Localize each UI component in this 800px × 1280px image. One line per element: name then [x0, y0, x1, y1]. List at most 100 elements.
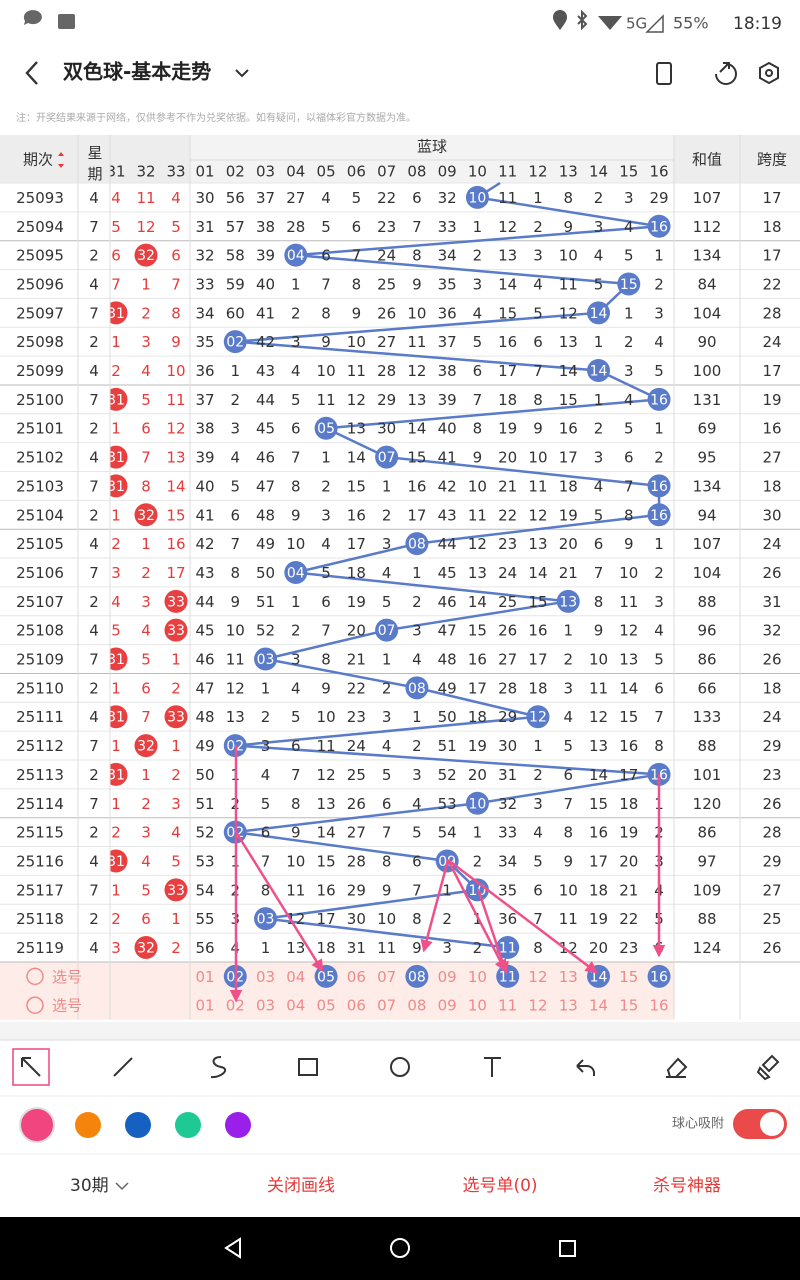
span: 26 [762, 939, 781, 957]
cell: 1 [594, 333, 604, 351]
cell: 3 [321, 506, 331, 524]
color-swatch[interactable] [75, 1112, 101, 1138]
cell: 2 [654, 564, 664, 582]
cell: 01 [195, 968, 214, 986]
cell: 29 [377, 391, 396, 409]
nav-recent[interactable] [559, 1240, 576, 1257]
cell: 12 [166, 420, 185, 438]
cell: 50 [195, 766, 214, 784]
close-lines-button[interactable]: 关闭画线 [267, 1176, 335, 1196]
ball-number: 33 [167, 883, 185, 899]
span: 25 [762, 910, 781, 928]
select-radio[interactable] [26, 996, 44, 1014]
icon-share[interactable] [715, 62, 737, 85]
blue-header: 07 [377, 163, 396, 181]
sum: 131 [693, 391, 722, 409]
cell: 3 [141, 333, 151, 351]
color-swatch[interactable] [19, 1107, 55, 1143]
cell: 46 [195, 651, 214, 669]
cell: 7 [473, 391, 483, 409]
weekday: 7 [89, 218, 99, 236]
trend-line [235, 181, 664, 949]
ball-number: 31 [107, 854, 125, 870]
tool-eraser[interactable] [666, 1057, 688, 1078]
cell: 17 [317, 910, 336, 928]
cell: 12 [528, 997, 547, 1015]
sum: 94 [697, 506, 716, 524]
cell: 5 [291, 708, 301, 726]
color-swatch[interactable] [225, 1112, 251, 1138]
ticket-button[interactable]: 选号单(0) [462, 1176, 537, 1196]
cell: 1 [594, 391, 604, 409]
span: 27 [762, 881, 781, 899]
cell: 2 [111, 910, 121, 928]
tool-clear[interactable] [756, 1054, 780, 1081]
cell: 2 [382, 506, 392, 524]
cell: 2 [291, 304, 301, 322]
cell: 50 [438, 708, 457, 726]
cell: 17 [498, 362, 517, 380]
tool-text[interactable] [484, 1057, 501, 1077]
cell: 43 [256, 362, 275, 380]
sum: 96 [697, 622, 716, 640]
cell: 44 [195, 593, 214, 611]
cell: 11 [317, 391, 336, 409]
blue-ball [647, 387, 671, 411]
cell: 30 [498, 737, 517, 755]
cell: 46 [256, 449, 275, 467]
sum: 84 [697, 275, 716, 293]
tool-line[interactable] [113, 1057, 133, 1077]
cell: 31 [498, 766, 517, 784]
span: 24 [762, 535, 781, 553]
period: 25104 [16, 506, 64, 524]
cell: 1 [382, 477, 392, 495]
cell: 22 [498, 506, 517, 524]
nav-back[interactable] [224, 1237, 241, 1259]
cell: 21 [559, 564, 578, 582]
cell: 9 [382, 881, 392, 899]
select-radio[interactable] [26, 967, 44, 986]
cell: 8 [563, 189, 573, 207]
icon-settings[interactable] [759, 61, 779, 85]
cell: 6 [533, 881, 543, 899]
span: 16 [762, 420, 781, 438]
cell: 8 [412, 910, 422, 928]
cell: 22 [347, 679, 366, 697]
cell: 5 [171, 852, 181, 870]
blue-ball [405, 676, 429, 700]
cell: 11 [619, 593, 638, 611]
cell: 2 [111, 824, 121, 842]
color-swatch[interactable] [125, 1112, 151, 1138]
kill-button[interactable]: 杀号神器 [653, 1176, 721, 1196]
magnet-label: 球心吸附 [672, 1117, 724, 1132]
drawn-arrow [447, 859, 598, 974]
tool-circle[interactable] [390, 1057, 410, 1077]
back-button[interactable] [25, 61, 38, 85]
cell: 13 [498, 247, 517, 265]
tool-curve[interactable] [210, 1056, 227, 1079]
cell: 3 [111, 564, 121, 582]
title-dropdown[interactable] [235, 69, 249, 78]
tool-undo[interactable] [576, 1059, 595, 1076]
nav-home[interactable] [390, 1238, 410, 1258]
col-sum: 和值 [692, 151, 722, 169]
cell: 12 [468, 535, 487, 553]
cell: 17 [347, 535, 366, 553]
cell: 1 [141, 766, 151, 784]
cell: 5 [141, 391, 151, 409]
cell: 23 [619, 939, 638, 957]
ball-number: 02 [226, 335, 244, 351]
color-swatch[interactable] [175, 1112, 201, 1138]
cell: 5 [533, 304, 543, 322]
cell: 1 [473, 218, 483, 236]
blue-ball [647, 964, 671, 988]
cell: 03 [256, 997, 275, 1015]
cell: 14 [166, 477, 185, 495]
cell: 8 [533, 939, 543, 957]
tool-rect[interactable] [298, 1058, 318, 1076]
cell: 3 [654, 593, 664, 611]
period-selector[interactable]: 30期 [70, 1176, 109, 1196]
icon-phone[interactable] [656, 62, 672, 85]
tool-select[interactable] [12, 1048, 50, 1086]
cell: 7 [533, 910, 543, 928]
